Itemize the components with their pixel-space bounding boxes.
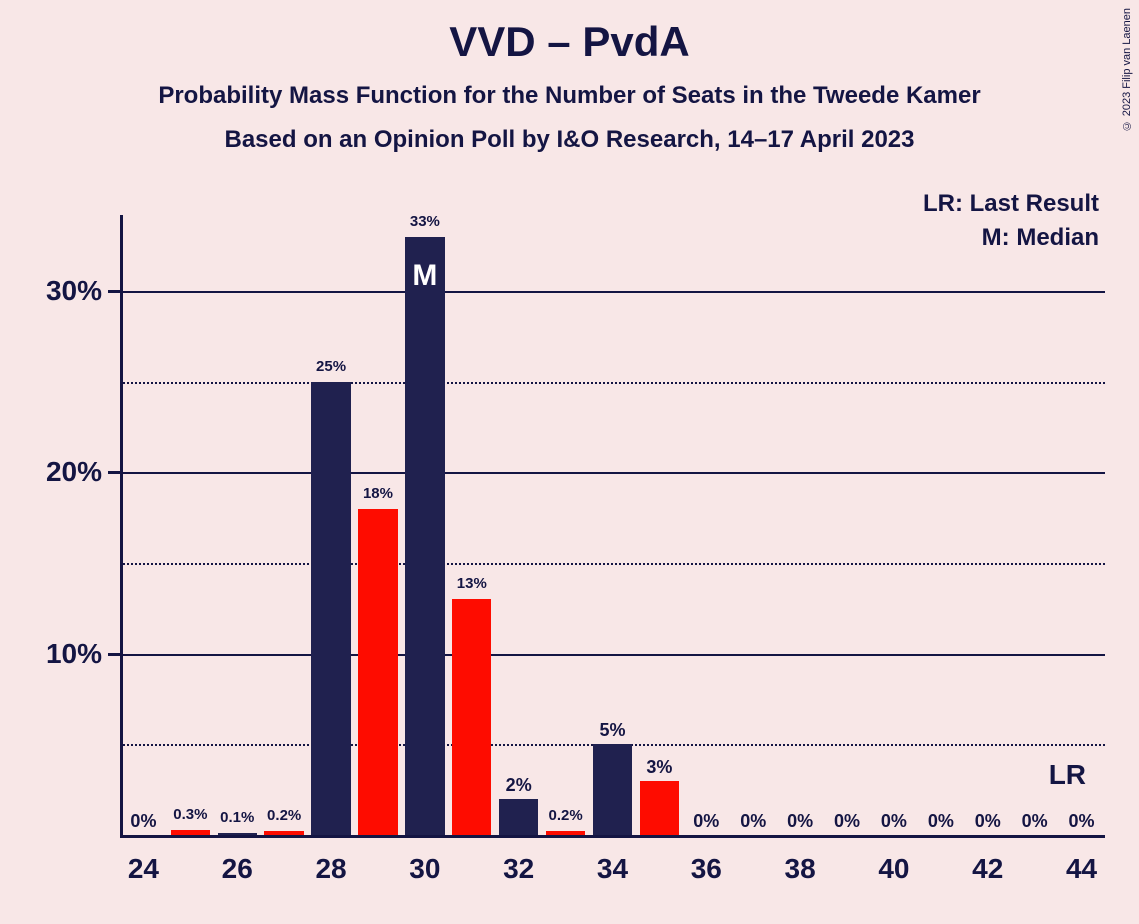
y-tick bbox=[108, 290, 120, 293]
plot-area: 0% 0.3% 0.1% 0.2% 25% 18% 33% M 13% 2% 0.2% 5% 3% 0% 0… bbox=[120, 215, 1105, 835]
y-tick-label: 20% bbox=[2, 456, 102, 488]
bar bbox=[311, 382, 350, 835]
chart-title: VVD – PvdA bbox=[0, 18, 1139, 66]
gridline-minor bbox=[120, 382, 1105, 384]
gridline-major bbox=[120, 291, 1105, 293]
x-tick-label: 40 bbox=[878, 853, 909, 885]
bar-value-label: 0% bbox=[130, 811, 156, 832]
bar-value-label: 0.2% bbox=[548, 807, 582, 824]
bar-value-label: 18% bbox=[363, 485, 393, 502]
bar-value-label: 13% bbox=[457, 575, 487, 592]
x-tick-label: 42 bbox=[972, 853, 1003, 885]
copyright-text: © 2023 Filip van Laenen bbox=[1121, 8, 1133, 131]
chart-container: VVD – PvdA Probability Mass Function for… bbox=[0, 0, 1139, 924]
bar bbox=[358, 509, 397, 835]
bar bbox=[218, 833, 257, 835]
x-tick-label: 38 bbox=[785, 853, 816, 885]
lr-marker: LR bbox=[1049, 759, 1086, 791]
gridline-major bbox=[120, 472, 1105, 474]
bar-value-label: 0% bbox=[834, 811, 860, 832]
bar-value-label: 0% bbox=[740, 811, 766, 832]
y-tick bbox=[108, 653, 120, 656]
bar bbox=[264, 831, 303, 835]
bar-value-label: 0.1% bbox=[220, 809, 254, 826]
bar-value-label: 0.3% bbox=[173, 806, 207, 823]
chart-subsubtitle: Based on an Opinion Poll by I&O Research… bbox=[0, 126, 1139, 154]
bar bbox=[499, 799, 538, 835]
y-tick bbox=[108, 471, 120, 474]
bar bbox=[452, 599, 491, 835]
x-tick-label: 44 bbox=[1066, 853, 1097, 885]
y-tick-label: 30% bbox=[2, 275, 102, 307]
bar bbox=[640, 781, 679, 835]
x-tick-label: 30 bbox=[409, 853, 440, 885]
legend-lr: LR: Last Result bbox=[923, 190, 1099, 218]
bar-value-label: 0% bbox=[787, 811, 813, 832]
x-tick-label: 34 bbox=[597, 853, 628, 885]
x-tick-label: 32 bbox=[503, 853, 534, 885]
bar-value-label: 2% bbox=[506, 775, 532, 796]
bar bbox=[546, 831, 585, 835]
bar-value-label: 0% bbox=[881, 811, 907, 832]
bar-value-label: 5% bbox=[599, 720, 625, 741]
bar bbox=[593, 744, 632, 835]
chart-subtitle: Probability Mass Function for the Number… bbox=[0, 82, 1139, 110]
x-tick-label: 28 bbox=[315, 853, 346, 885]
bar-value-label: 0.2% bbox=[267, 807, 301, 824]
y-tick-label: 10% bbox=[2, 638, 102, 670]
x-axis bbox=[120, 835, 1105, 838]
bar-value-label: 0% bbox=[975, 811, 1001, 832]
bar-value-label: 25% bbox=[316, 358, 346, 375]
gridline-minor bbox=[120, 563, 1105, 565]
gridline-major bbox=[120, 654, 1105, 656]
bar bbox=[405, 237, 444, 835]
bar-value-label: 0% bbox=[693, 811, 719, 832]
bar bbox=[171, 830, 210, 835]
x-tick-label: 36 bbox=[691, 853, 722, 885]
bar-value-label: 0% bbox=[928, 811, 954, 832]
bar-value-label: 0% bbox=[1069, 811, 1095, 832]
median-marker: M bbox=[412, 259, 437, 293]
x-tick-label: 24 bbox=[128, 853, 159, 885]
bar-value-label: 0% bbox=[1022, 811, 1048, 832]
x-tick-label: 26 bbox=[222, 853, 253, 885]
bar-value-label: 3% bbox=[646, 757, 672, 778]
bar-value-label: 33% bbox=[410, 213, 440, 230]
